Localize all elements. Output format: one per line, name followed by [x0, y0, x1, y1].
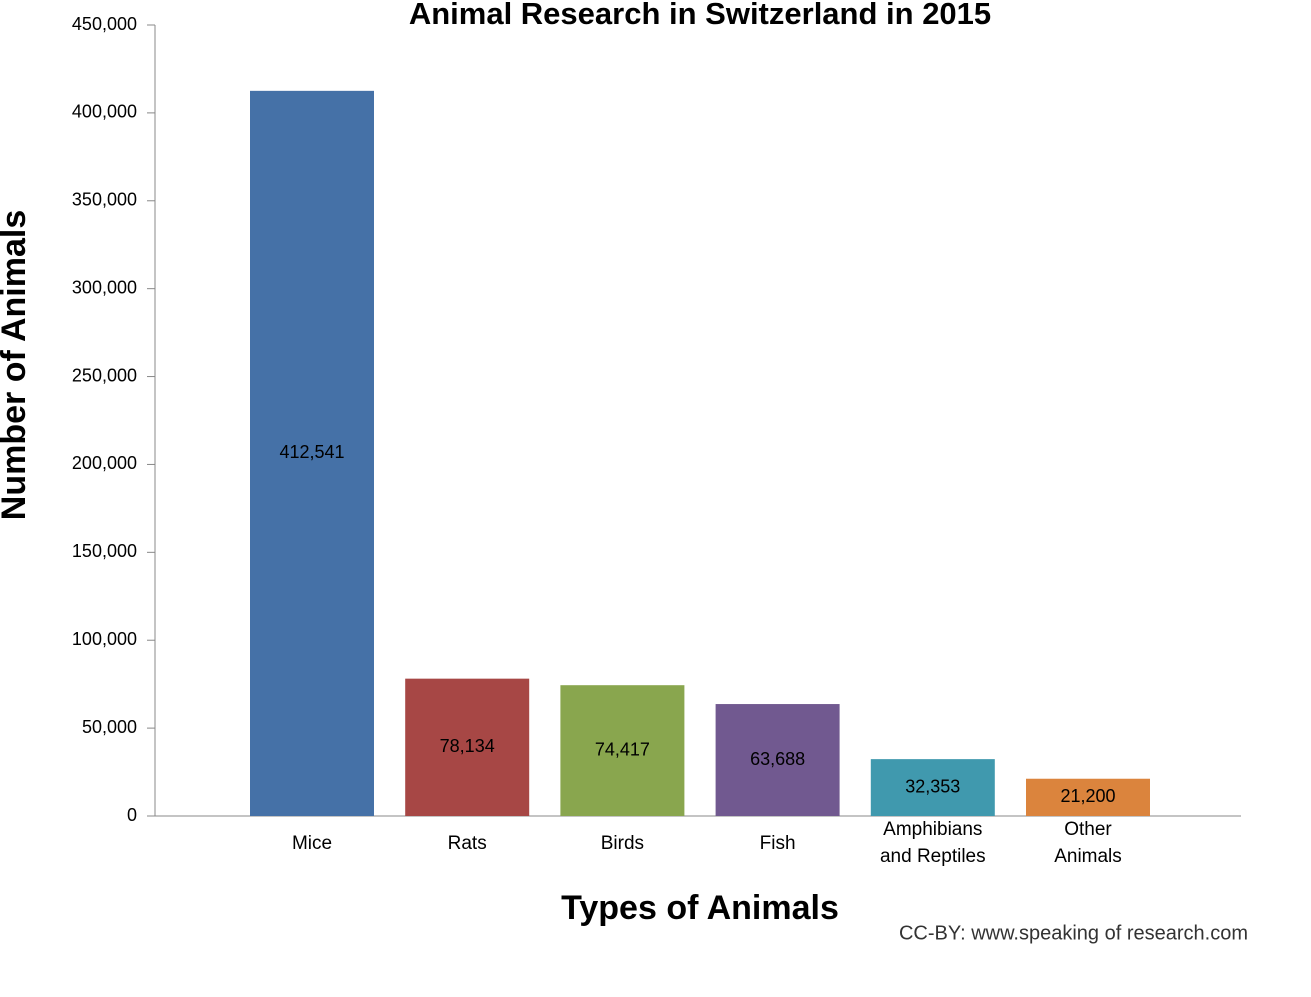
y-axis-title: Number of Animals: [0, 210, 33, 520]
y-tick-label: 100,000: [72, 629, 137, 649]
y-tick-label: 400,000: [72, 102, 137, 122]
x-tick-label: Amphibians and Reptiles: [879, 819, 986, 867]
y-tick-label: 450,000: [72, 14, 137, 34]
chart-title: Animal Research in Switzerland in 2015: [409, 0, 991, 31]
x-tick-label: Birds: [600, 833, 645, 854]
bar: [870, 759, 995, 816]
x-tick-label: Rats: [447, 833, 487, 854]
x-tick-label: Mice: [291, 833, 333, 854]
value-label: 78,134: [440, 736, 495, 756]
y-tick-label: 50,000: [82, 717, 137, 737]
y-tick-label: 0: [127, 805, 137, 825]
value-label: 74,417: [595, 739, 650, 759]
y-tick-label: 350,000: [72, 190, 137, 210]
value-label: 21,200: [1060, 786, 1115, 806]
value-label: 63,688: [750, 749, 805, 769]
x-tick-label: Fish: [759, 833, 796, 854]
y-tick-label: 150,000: [72, 541, 137, 561]
y-tick-label: 200,000: [72, 453, 137, 473]
y-tick-label: 300,000: [72, 277, 137, 297]
y-tick-label: 250,000: [72, 365, 137, 385]
bar: [250, 90, 374, 816]
bar: [560, 685, 685, 816]
bar: [1026, 778, 1150, 816]
x-tick-label: Other Animals: [1054, 819, 1122, 867]
bar: [715, 704, 840, 816]
source-note: CC-BY: www.speaking of research.com: [899, 922, 1248, 944]
bar: [405, 678, 530, 816]
x-axis-title: Types of Animals: [561, 889, 839, 927]
value-label: 412,541: [279, 442, 344, 462]
value-label: 32,353: [905, 776, 960, 796]
